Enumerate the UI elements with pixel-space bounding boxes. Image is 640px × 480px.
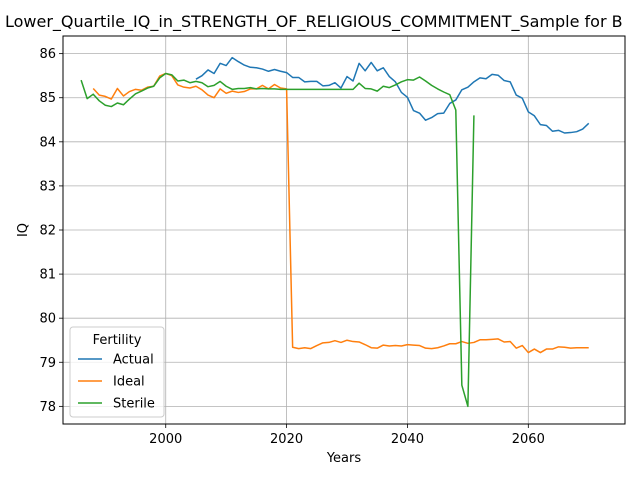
legend-items: Actual Ideal Sterile (78, 353, 155, 412)
x-tick-label: 2020 (270, 432, 303, 447)
series-line-actual (195, 56, 590, 134)
legend-label-actual: Actual (113, 353, 154, 368)
plot-lines (80, 56, 590, 408)
series-line-ideal (92, 72, 589, 354)
x-tick-label: 2040 (391, 432, 424, 447)
y-axis-label: IQ (16, 223, 31, 237)
x-axis-label: Years (326, 451, 362, 466)
y-tick-label: 86 (39, 47, 56, 62)
x-tick-label: 2060 (512, 432, 545, 447)
y-tick-label: 83 (39, 179, 56, 194)
chart-title: Lower_Quartile_IQ_in_STRENGTH_OF_RELIGIO… (5, 12, 623, 32)
y-tick-label: 79 (39, 356, 56, 371)
legend-box (69, 326, 165, 418)
legend-label-sterile: Sterile (113, 397, 155, 412)
legend: Fertility Actual Ideal Sterile (69, 326, 165, 418)
legend-title: Fertility (93, 333, 142, 348)
y-axis-ticks: 78 79 80 81 82 83 84 85 86 (39, 47, 63, 415)
y-tick-label: 78 (39, 400, 56, 415)
y-tick-label: 80 (39, 312, 56, 327)
y-tick-label: 82 (39, 224, 56, 239)
y-tick-label: 84 (39, 135, 56, 150)
legend-label-ideal: Ideal (113, 375, 145, 390)
y-tick-label: 85 (39, 91, 56, 106)
x-tick-label: 2000 (149, 432, 182, 447)
series-line-sterile (80, 72, 475, 408)
series-layer (80, 56, 590, 408)
x-axis-ticks: 2000 2020 2040 2060 (149, 424, 545, 447)
grid (63, 36, 625, 424)
y-tick-label: 81 (39, 268, 56, 283)
